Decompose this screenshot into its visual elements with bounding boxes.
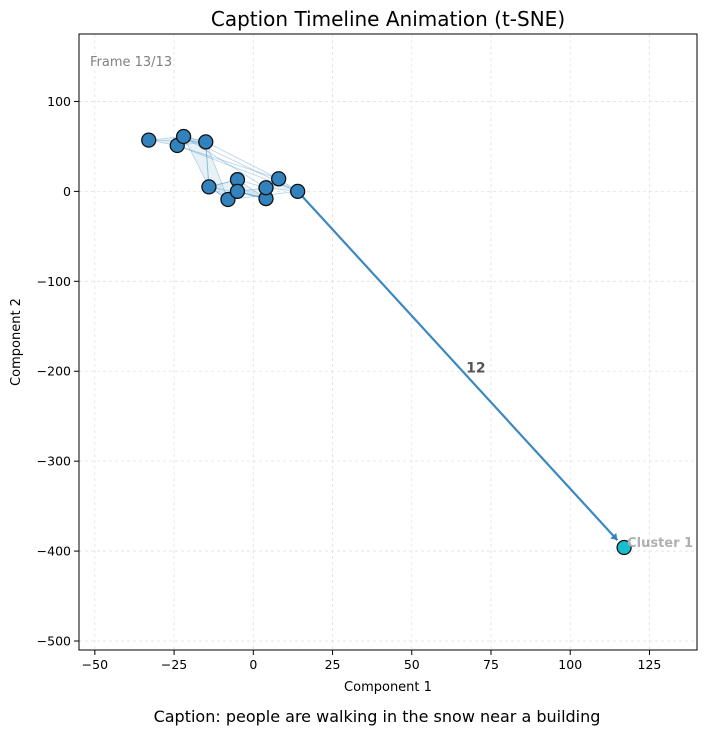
data-point <box>201 179 217 195</box>
x-tick-label: −50 <box>82 657 108 672</box>
x-tick-label: 75 <box>483 657 499 672</box>
cluster-label: Cluster 1 <box>627 536 693 551</box>
y-tick-label: 100 <box>47 94 71 109</box>
data-point <box>229 183 246 200</box>
y-tick-label: −500 <box>37 634 71 649</box>
plot-frame <box>78 33 698 651</box>
current-point <box>616 539 632 556</box>
y-tick-label: −100 <box>37 274 71 289</box>
x-tick-label: 0 <box>249 657 257 672</box>
frame-label: Frame 13/13 <box>90 55 172 70</box>
arrow-head <box>610 532 618 541</box>
data-point <box>290 183 306 200</box>
data-point <box>141 132 157 148</box>
y-tick-label: −200 <box>37 364 71 379</box>
grid-lines <box>79 34 697 650</box>
data-point <box>258 180 274 196</box>
x-axis-ticks: −50 −25 0 25 50 75 100 125 <box>82 650 662 672</box>
trajectory-segment <box>205 141 279 180</box>
x-tick-label: −25 <box>161 657 187 672</box>
chart-title: Caption Timeline Animation (t-SNE) <box>211 7 565 31</box>
x-tick-label: 25 <box>325 657 341 672</box>
latest-step-arrow <box>296 190 619 541</box>
y-tick-label: −400 <box>37 544 71 559</box>
data-points <box>141 128 632 556</box>
y-axis-ticks: 100 0 −100 −200 −300 −400 −500 <box>37 94 79 649</box>
x-tick-label: 50 <box>404 657 420 672</box>
trajectory-segment <box>183 136 267 189</box>
x-axis-label: Component 1 <box>344 680 432 695</box>
y-axis-label: Component 2 <box>9 298 24 386</box>
trajectory-path <box>296 190 619 541</box>
y-tick-label: −300 <box>37 454 71 469</box>
trajectory-segment <box>177 145 279 180</box>
caption: Caption: people are walking in the snow … <box>154 707 601 726</box>
data-point <box>175 128 192 145</box>
data-point <box>198 134 214 150</box>
x-tick-label: 125 <box>638 657 662 672</box>
hull-triangle <box>182 135 210 188</box>
step-label: 12 <box>466 360 485 376</box>
data-point <box>271 171 287 187</box>
y-tick-label: 0 <box>63 184 71 199</box>
x-tick-label: 100 <box>558 657 582 672</box>
